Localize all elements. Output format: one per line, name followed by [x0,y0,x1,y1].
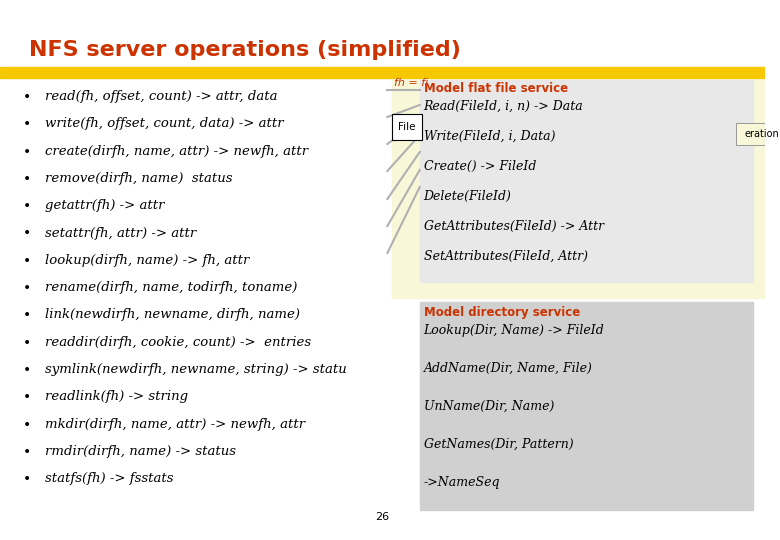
Text: link(newdirfh, newname, dirfh, name): link(newdirfh, newname, dirfh, name) [45,308,300,321]
Text: Delete(FileId): Delete(FileId) [424,190,512,203]
Text: ->NameSeq: ->NameSeq [424,476,500,489]
Text: SetAttributes(FileId, Attr): SetAttributes(FileId, Attr) [424,250,587,263]
Text: •: • [23,199,31,213]
Text: •: • [23,281,31,295]
Text: write(fh, offset, count, data) -> attr: write(fh, offset, count, data) -> attr [45,117,284,130]
Bar [736,123,780,145]
Text: fh = fi: fh = fi [394,78,428,88]
Text: rename(dirfh, name, todirfh, toname): rename(dirfh, name, todirfh, toname) [45,281,297,294]
Text: •: • [23,417,31,431]
Text: •: • [23,254,31,268]
Text: lookup(dirfh, name) -> fh, attr: lookup(dirfh, name) -> fh, attr [45,254,250,267]
Text: symlink(newdirfh, newname, string) -> statu: symlink(newdirfh, newname, string) -> st… [45,363,347,376]
Text: •: • [23,90,31,104]
Text: GetAttributes(FileId) -> Attr: GetAttributes(FileId) -> Attr [424,220,604,233]
Text: read(fh, offset, count) -> attr, data: read(fh, offset, count) -> attr, data [45,90,278,103]
Text: •: • [23,445,31,459]
Text: •: • [23,336,31,350]
Text: Model directory service: Model directory service [424,306,580,319]
Text: File: File [399,122,416,132]
Bar [392,80,765,298]
Text: AddName(Dir, Name, File): AddName(Dir, Name, File) [424,362,593,375]
Text: 26: 26 [375,512,389,522]
Text: mkdir(dirfh, name, attr) -> newfh, attr: mkdir(dirfh, name, attr) -> newfh, attr [45,417,305,430]
Bar [392,114,422,140]
Bar [420,80,753,282]
Text: statfs(fh) -> fsstats: statfs(fh) -> fsstats [45,472,174,485]
Text: •: • [23,472,31,486]
Text: •: • [23,226,31,240]
Text: getattr(fh) -> attr: getattr(fh) -> attr [45,199,165,212]
Text: GetNames(Dir, Pattern): GetNames(Dir, Pattern) [424,438,573,451]
Text: create(dirfh, name, attr) -> newfh, attr: create(dirfh, name, attr) -> newfh, attr [45,145,308,158]
Text: Model flat file service: Model flat file service [424,82,568,95]
Text: Create() -> FileId: Create() -> FileId [424,160,536,173]
Text: eration: eration [745,129,779,139]
Text: •: • [23,308,31,322]
Text: •: • [23,390,31,404]
Text: rmdir(dirfh, name) -> status: rmdir(dirfh, name) -> status [45,445,236,458]
Text: remove(dirfh, name)  status: remove(dirfh, name) status [45,172,232,185]
Text: Lookup(Dir, Name) -> FileId: Lookup(Dir, Name) -> FileId [424,324,604,337]
Text: readdir(dirfh, cookie, count) ->  entries: readdir(dirfh, cookie, count) -> entries [45,336,311,349]
Text: readlink(fh) -> string: readlink(fh) -> string [45,390,188,403]
Text: •: • [23,363,31,377]
Text: •: • [23,172,31,186]
Bar [0,67,765,78]
Text: setattr(fh, attr) -> attr: setattr(fh, attr) -> attr [45,226,197,240]
Text: Write(FileId, i, Data): Write(FileId, i, Data) [424,130,555,143]
Text: UnName(Dir, Name): UnName(Dir, Name) [424,400,554,413]
Bar [420,302,753,510]
Text: •: • [23,117,31,131]
Text: •: • [23,145,31,159]
Text: NFS server operations (simplified): NFS server operations (simplified) [30,40,461,60]
Text: Read(FileId, i, n) -> Data: Read(FileId, i, n) -> Data [424,100,583,113]
